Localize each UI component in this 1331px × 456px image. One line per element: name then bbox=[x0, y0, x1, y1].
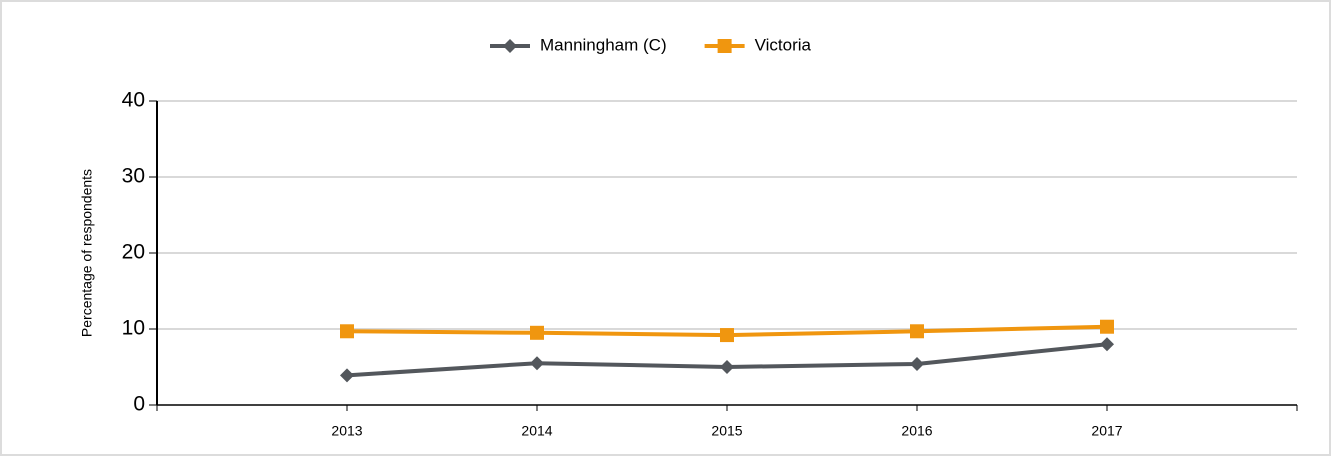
marker bbox=[1100, 319, 1114, 334]
y-tick-label: 30 bbox=[122, 165, 145, 188]
y-tick-label: 10 bbox=[122, 317, 145, 340]
x-tick-label: 2013 bbox=[331, 423, 362, 439]
y-tick-label: 40 bbox=[122, 89, 145, 112]
x-tick-label: 2016 bbox=[901, 423, 932, 439]
marker bbox=[503, 39, 517, 53]
marker bbox=[530, 325, 544, 340]
legend-label: Manningham (C) bbox=[540, 35, 667, 54]
marker bbox=[530, 356, 544, 371]
marker bbox=[1100, 337, 1114, 352]
x-tick-label: 2015 bbox=[711, 423, 742, 439]
x-tick-label: 2017 bbox=[1091, 423, 1122, 439]
marker bbox=[720, 328, 734, 343]
marker bbox=[340, 324, 354, 339]
marker bbox=[720, 360, 734, 374]
marker bbox=[717, 39, 732, 53]
y-tick-label: 20 bbox=[122, 241, 145, 264]
y-tick-label: 0 bbox=[133, 393, 145, 416]
y-axis-label: Percentage of respondents bbox=[79, 169, 95, 337]
marker bbox=[910, 324, 924, 339]
legend-label: Victoria bbox=[755, 35, 812, 54]
marker bbox=[340, 368, 354, 383]
marker bbox=[910, 356, 924, 371]
x-tick-label: 2014 bbox=[521, 423, 552, 439]
